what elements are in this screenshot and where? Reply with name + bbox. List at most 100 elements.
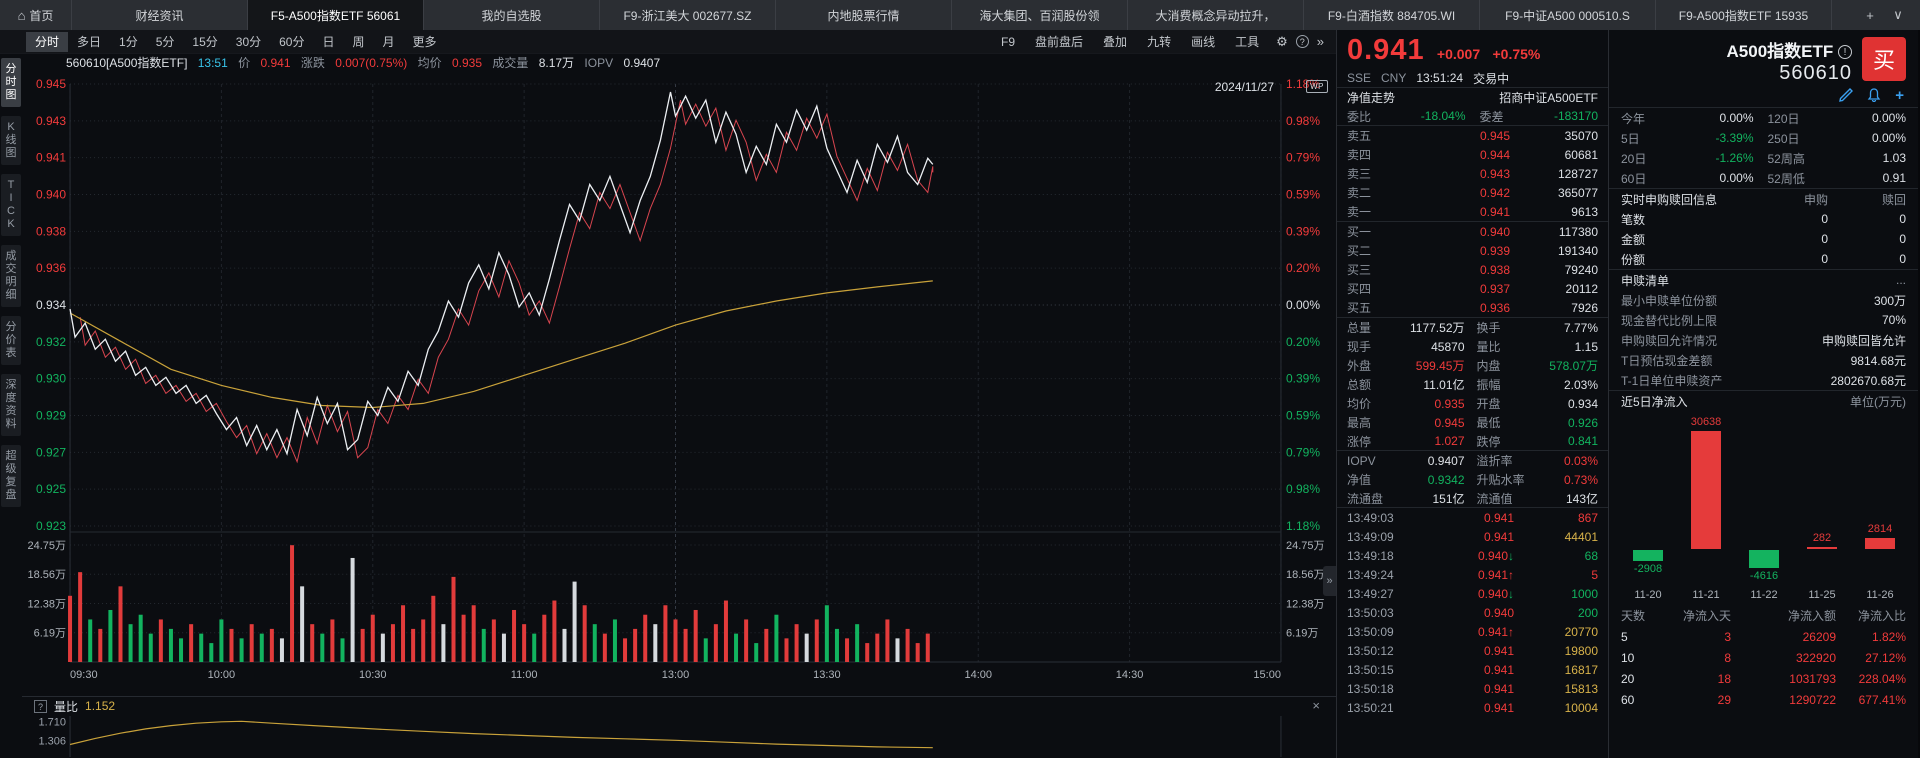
period-日[interactable]: 日 (322, 34, 335, 49)
bid-row[interactable]: 买二 0.939 191340 (1337, 241, 1608, 260)
svg-text:0.00%: 0.00% (1286, 298, 1320, 312)
tab-0[interactable]: ⌂ 首页 (0, 0, 72, 30)
help-circle-icon[interactable]: ? (1295, 35, 1309, 48)
tab-4[interactable]: F9-浙江美大 002677.SZ (600, 0, 776, 30)
tab-9[interactable]: F9-中证A500 000510.S (1480, 0, 1656, 30)
ask-row[interactable]: 卖三 0.943 128727 (1337, 164, 1608, 183)
svg-text:12.38万: 12.38万 (1286, 598, 1325, 610)
settings-gear-icon[interactable]: ⚙ (1276, 33, 1288, 49)
period-更多[interactable]: 更多 (412, 34, 437, 49)
bid-row[interactable]: 买一 0.940 117380 (1337, 222, 1608, 241)
toolbar-more-icon[interactable]: » (1316, 34, 1324, 49)
tool-画线[interactable]: 画线 (1191, 34, 1216, 49)
tab-7[interactable]: 大消费概念异动拉升， (1128, 0, 1304, 30)
period-分时[interactable]: 分时 (26, 31, 69, 52)
tick-row: 13:50:21 0.941 10004 (1337, 698, 1608, 717)
fund-name-link[interactable]: 招商中证A500ETF (1499, 91, 1598, 105)
period-15分[interactable]: 15分 (192, 34, 218, 49)
period-60分[interactable]: 60分 (279, 34, 305, 49)
tab-1[interactable]: 财经资讯 (72, 0, 248, 30)
perf-value: 0.91 (1882, 171, 1906, 185)
period-周[interactable]: 周 (352, 34, 365, 49)
period-多日[interactable]: 多日 (77, 34, 102, 49)
flow-days: 5 (1621, 629, 1628, 644)
tick-quantity: 20770 (1564, 624, 1598, 639)
tab-6[interactable]: 海大集团、百润股份领 (952, 0, 1128, 30)
flow-table-row: 60 29 1290722 677.41% (1609, 689, 1918, 710)
sidebar-item-成交明细[interactable]: 成交明细 (1, 245, 21, 307)
rt-col2-label: 赎回 (1881, 192, 1906, 207)
stat-value: 0.935 (1434, 396, 1465, 411)
perf-value: 0.00% (1719, 111, 1754, 125)
ask-row[interactable]: 卖五 0.945 35070 (1337, 126, 1608, 145)
list-row-value: 2802670.68元 (1830, 373, 1906, 388)
tool-F9[interactable]: F9 (1001, 34, 1016, 49)
rt-subscribe-value: 0 (1821, 232, 1828, 246)
sidebar-item-深度资料[interactable]: 深度资料 (1, 374, 21, 436)
svg-text:0.39%: 0.39% (1286, 372, 1320, 386)
period-月[interactable]: 月 (382, 34, 395, 49)
tab-8[interactable]: F9-白酒指数 884705.WI (1304, 0, 1480, 30)
performance-grid: 今年 0.00% 120日 0.00% 5日 -3.39% 250日 0.00% 20日 -1.2… (1609, 107, 1918, 189)
tab-label: 财经资讯 (135, 8, 184, 23)
tick-time: 13:50:15 (1347, 662, 1394, 677)
sidebar-item-分价表[interactable]: 分价表 (1, 316, 21, 365)
period-30分[interactable]: 30分 (235, 34, 262, 49)
tick-row: 13:50:15 0.941 16817 (1337, 660, 1608, 679)
rt-row: 份额 0 0 (1609, 249, 1918, 269)
ask-label: 卖三 (1347, 167, 1372, 181)
alert-bell-icon[interactable] (1867, 88, 1881, 102)
indicator-header: ? 量比 1.152 × (22, 697, 1336, 715)
bid-row[interactable]: 买五 0.936 7926 (1337, 298, 1608, 317)
svg-text:0.930: 0.930 (36, 372, 66, 386)
ask-row[interactable]: 卖四 0.944 60681 (1337, 145, 1608, 164)
tool-叠加[interactable]: 叠加 (1103, 34, 1128, 49)
edit-pencil-icon[interactable] (1839, 88, 1854, 102)
tab-label: F9-A500指数ETF 15935 (1678, 8, 1809, 23)
volume-ratio-chart[interactable]: 1.710 1.306 (22, 715, 1336, 757)
svg-text:10:30: 10:30 (359, 669, 387, 681)
bid-row[interactable]: 买三 0.938 79240 (1337, 260, 1608, 279)
bid-row[interactable]: 买四 0.937 20112 (1337, 279, 1608, 298)
add-watchlist-icon[interactable]: + (1895, 86, 1904, 104)
indicator-name[interactable]: 量比 (54, 699, 79, 714)
sidebar-item-分时图[interactable]: 分时图 (1, 58, 21, 107)
bid-volume: 20112 (1565, 281, 1598, 296)
iopv-value: 0.9407 (623, 56, 661, 70)
ask-row[interactable]: 卖一 0.941 9613 (1337, 202, 1608, 221)
tab-list-button[interactable]: ∨ (1893, 7, 1903, 22)
svg-text:13:30: 13:30 (813, 669, 841, 681)
stat-row: 流通盘 151亿 流通值 143亿 (1337, 489, 1608, 508)
tick-row: 13:49:03 0.941 867 (1337, 508, 1608, 527)
tab-2[interactable]: F5-A500指数ETF 56061 (248, 0, 424, 30)
perf-value: -3.39% (1715, 131, 1754, 145)
tab-5[interactable]: 内地股票行情 (776, 0, 952, 30)
price-block: 0.941 +0.007 +0.75% (1337, 30, 1608, 69)
tab-3[interactable]: 我的自选股 (424, 0, 600, 30)
toolbar-right: F9 盘前盘后 叠加 九转 画线 工具 ⚙? » (992, 32, 1336, 52)
period-1分[interactable]: 1分 (119, 34, 138, 49)
close-icon[interactable]: × (1312, 698, 1320, 713)
nav-trend-link[interactable]: 净值走势 (1347, 91, 1396, 105)
panel-expand-handle[interactable]: » (1323, 566, 1336, 596)
wp-monitor-icon[interactable]: WP (1306, 80, 1328, 93)
help-icon[interactable]: ? (34, 699, 47, 713)
buy-button[interactable]: 买 (1862, 37, 1906, 81)
stat-label: 溢折率 (1476, 454, 1513, 468)
info-icon[interactable]: ! (1838, 45, 1852, 59)
stat-label: 涨停 (1347, 434, 1372, 449)
tool-九转[interactable]: 九转 (1147, 34, 1172, 49)
timeshare-chart[interactable]: 0.945 1.18% 0.943 0.98% 0.941 0.79% 0.940 0.59%… (22, 72, 1336, 696)
sidebar-item-超级复盘[interactable]: 超级复盘 (1, 445, 21, 507)
period-5分[interactable]: 5分 (155, 34, 175, 49)
new-tab-button[interactable]: + (1866, 7, 1874, 23)
tab-10[interactable]: F9-A500指数ETF 15935 (1656, 0, 1832, 30)
ask-row[interactable]: 卖二 0.942 365077 (1337, 183, 1608, 202)
tool-工具[interactable]: 工具 (1235, 34, 1260, 49)
bid-label: 买五 (1347, 301, 1372, 315)
tool-盘前盘后[interactable]: 盘前盘后 (1035, 34, 1084, 49)
more-ellipsis[interactable]: ... (1895, 273, 1906, 287)
